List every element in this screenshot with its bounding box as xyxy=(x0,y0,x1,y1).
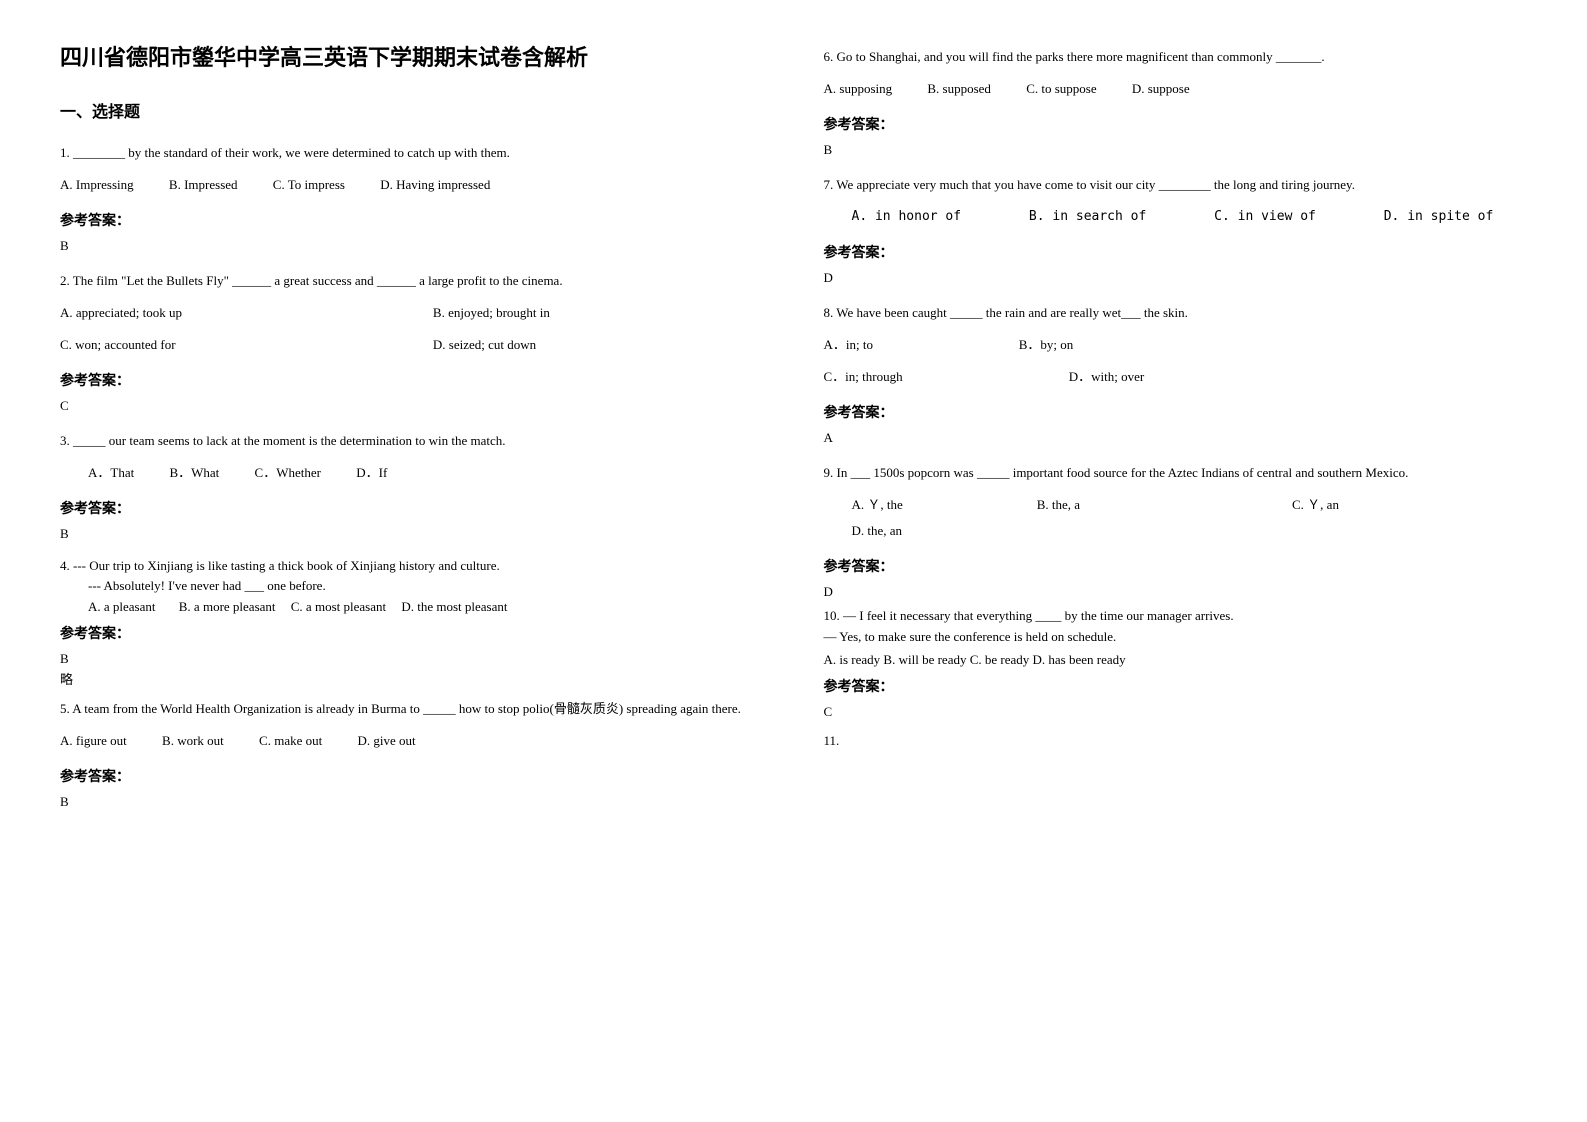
q4-opt-b: B. a more pleasant xyxy=(179,597,276,617)
q8-answer: A xyxy=(824,430,1528,446)
q1-opt-c: C. To impress xyxy=(273,172,345,198)
question-5: 5. A team from the World Health Organiza… xyxy=(60,696,764,722)
q1-answer: B xyxy=(60,238,764,254)
q3-opt-c: C．Whether xyxy=(255,460,321,486)
left-column: 四川省德阳市鎣华中学高三英语下学期期末试卷含解析 一、选择题 1. ______… xyxy=(60,40,764,1082)
answer-label: 参考答案： xyxy=(60,623,764,643)
q7-answer: D xyxy=(824,270,1528,286)
question-4-line2: --- Absolutely! I've never had ___ one b… xyxy=(60,576,764,596)
question-6-options: A. supposing B. supposed C. to suppose D… xyxy=(824,76,1528,102)
q2-opt-a: A. appreciated; took up xyxy=(60,300,398,326)
answer-label: 参考答案： xyxy=(60,498,764,518)
q6-answer: B xyxy=(824,142,1528,158)
q4-opt-d: D. the most pleasant xyxy=(401,597,507,617)
q1-opt-d: D. Having impressed xyxy=(380,172,490,198)
answer-label: 参考答案： xyxy=(60,370,764,390)
q8-opt-b: B．by; on xyxy=(1019,332,1074,358)
question-3-options: A．That B．What C．Whether D．If xyxy=(60,460,764,486)
question-5-options: A. figure out B. work out C. make out D.… xyxy=(60,728,764,754)
question-11: 11. xyxy=(824,728,1528,754)
q3-opt-d: D．If xyxy=(356,460,387,486)
question-2: 2. The film "Let the Bullets Fly" ______… xyxy=(60,268,764,294)
q8-opt-d: D．with; over xyxy=(1069,364,1144,390)
q7-opt-b: B. in search of xyxy=(1029,204,1146,230)
q5-answer: B xyxy=(60,794,764,810)
q5-opt-d: D. give out xyxy=(357,728,415,754)
question-4-line1: 4. --- Our trip to Xinjiang is like tast… xyxy=(60,556,764,576)
q9-opt-b: B. the, a xyxy=(1037,492,1257,518)
question-8-options-row2: C．in; through D．with; over xyxy=(824,364,1528,390)
q5-opt-b: B. work out xyxy=(162,728,224,754)
question-4-options: A. a pleasant B. a more pleasant C. a mo… xyxy=(60,597,764,617)
q2-opt-c: C. won; accounted for xyxy=(60,332,398,358)
q7-opt-a: A. in honor of xyxy=(852,204,962,230)
q8-opt-c: C．in; through xyxy=(824,364,1034,390)
question-8-options-row1: A．in; to B．by; on xyxy=(824,332,1528,358)
q5-opt-c: C. make out xyxy=(259,728,322,754)
q4-opt-a: A. a pleasant xyxy=(88,597,156,617)
question-1-options: A. Impressing B. Impressed C. To impress… xyxy=(60,172,764,198)
answer-label: 参考答案： xyxy=(824,556,1528,576)
question-2-options-row1: A. appreciated; took up B. enjoyed; brou… xyxy=(60,300,764,326)
q1-opt-a: A. Impressing xyxy=(60,172,134,198)
answer-label: 参考答案： xyxy=(824,242,1528,262)
q7-opt-d: D. in spite of xyxy=(1384,204,1494,230)
answer-label: 参考答案： xyxy=(60,766,764,786)
q6-opt-a: A. supposing xyxy=(824,76,893,102)
q6-opt-d: D. suppose xyxy=(1132,76,1190,102)
q5-opt-a: A. figure out xyxy=(60,728,127,754)
q3-opt-b: B．What xyxy=(169,460,219,486)
question-6: 6. Go to Shanghai, and you will find the… xyxy=(824,44,1528,70)
q2-opt-b: B. enjoyed; brought in xyxy=(433,300,550,326)
question-7-options: A. in honor of B. in search of C. in vie… xyxy=(824,204,1528,230)
section-heading: 一、选择题 xyxy=(60,98,764,122)
q10-answer: C xyxy=(824,704,1528,720)
question-10-options: A. is ready B. will be ready C. be ready… xyxy=(824,650,1528,671)
question-7: 7. We appreciate very much that you have… xyxy=(824,172,1528,198)
question-10-line1: 10. — I feel it necessary that everythin… xyxy=(824,606,1528,627)
question-8: 8. We have been caught _____ the rain an… xyxy=(824,300,1528,326)
q9-opt-c: C. Ｙ, an xyxy=(1292,492,1492,518)
question-3: 3. _____ our team seems to lack at the m… xyxy=(60,428,764,454)
q3-answer: B xyxy=(60,526,764,542)
answer-label: 参考答案： xyxy=(824,402,1528,422)
question-9: 9. In ___ 1500s popcorn was _____ import… xyxy=(824,460,1528,486)
question-1: 1. ________ by the standard of their wor… xyxy=(60,140,764,166)
q3-opt-a: A．That xyxy=(88,460,134,486)
answer-label: 参考答案： xyxy=(824,114,1528,134)
answer-label: 参考答案： xyxy=(60,210,764,230)
q6-opt-b: B. supposed xyxy=(927,76,991,102)
right-column: 6. Go to Shanghai, and you will find the… xyxy=(824,40,1528,1082)
q2-answer: C xyxy=(60,398,764,414)
question-2-options-row2: C. won; accounted for D. seized; cut dow… xyxy=(60,332,764,358)
q4-note: 略 xyxy=(60,669,764,688)
q9-opt-a: A. Ｙ, the xyxy=(852,492,1002,518)
answer-label: 参考答案： xyxy=(824,676,1528,696)
q2-opt-d: D. seized; cut down xyxy=(433,332,536,358)
q9-opt-d: D. the, an xyxy=(852,518,903,544)
q6-opt-c: C. to suppose xyxy=(1026,76,1096,102)
q1-opt-b: B. Impressed xyxy=(169,172,238,198)
q4-answer: B xyxy=(60,651,764,667)
question-10-line2: — Yes, to make sure the conference is he… xyxy=(824,627,1528,648)
question-9-options: A. Ｙ, the B. the, a C. Ｙ, an D. the, an xyxy=(824,492,1528,544)
q7-opt-c: C. in view of xyxy=(1214,204,1316,230)
q8-opt-a: A．in; to xyxy=(824,332,984,358)
q9-answer: D xyxy=(824,584,1528,600)
q4-opt-c: C. a most pleasant xyxy=(291,597,386,617)
page-title: 四川省德阳市鎣华中学高三英语下学期期末试卷含解析 xyxy=(60,40,764,72)
